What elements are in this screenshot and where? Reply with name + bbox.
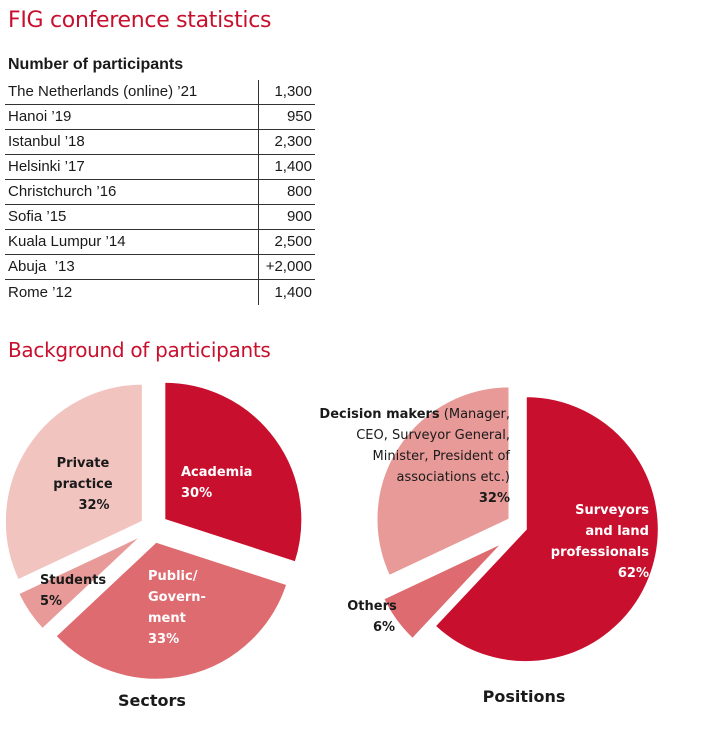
- section-title: Background of participants: [8, 338, 271, 362]
- event-cell: Rome ’12: [8, 283, 73, 301]
- table-row: Kuala Lumpur ’14 2,500: [5, 229, 315, 256]
- table-row: Rome ’12 1,400: [5, 279, 315, 305]
- slice-label-academia: Academia 30%: [181, 465, 252, 501]
- participants-cell: 2,500: [257, 229, 315, 256]
- table-heading: Number of participants: [8, 56, 184, 73]
- participants-cell: 1,400: [257, 154, 315, 181]
- slice-label-public-government: Public/Govern-ment 33%: [148, 569, 206, 647]
- table-row: Helsinki ’17 1,400: [5, 154, 315, 181]
- pie-slice-decision-makers: [375, 385, 511, 578]
- table-row: The Netherlands (online) ’21 1,300: [5, 80, 315, 106]
- event-cell: Kuala Lumpur ’14: [5, 229, 258, 256]
- pie-positions: [375, 385, 660, 664]
- event-cell: Christchurch ’16: [5, 179, 258, 206]
- pie-slice-others: [381, 541, 505, 641]
- slice-label-decision-makers: Decision makers (Manager, CEO, Surveyor G…: [319, 407, 510, 506]
- slice-label-students: Students 5%: [40, 573, 106, 609]
- pie-slice-public-government: [54, 540, 289, 681]
- pie-slice-academia: [163, 380, 304, 564]
- event-cell: Sofia ’15: [5, 204, 258, 231]
- table-row: Sofia ’15 900: [5, 204, 315, 231]
- pie-slice-students: [16, 533, 144, 631]
- participants-cell: 900: [257, 204, 315, 231]
- table-row: Istanbul ’18 2,300: [5, 129, 315, 156]
- event-cell: The Netherlands (online) ’21: [5, 80, 258, 106]
- participants-table: The Netherlands (online) ’21 1,300 Hanoi ’…: [5, 80, 315, 305]
- event-cell: Hanoi ’19: [5, 104, 258, 131]
- participants-cell: 1,400: [257, 279, 315, 305]
- table-row: Abuja ’13 +2,000: [5, 254, 315, 281]
- participants-cell: 800: [257, 179, 315, 206]
- participants-cell: 2,300: [257, 129, 315, 156]
- participants-cell: 1,300: [257, 80, 315, 106]
- chart-caption: Positions: [483, 687, 566, 706]
- pie-sectors: [3, 380, 304, 681]
- chart-caption: Sectors: [118, 691, 186, 710]
- participants-cell: +2,000: [257, 254, 315, 281]
- slice-label-surveyors-and-land-professionals: Surveyors and land professionals 62%: [551, 503, 649, 581]
- event-cell: Istanbul ’18: [5, 129, 258, 156]
- pie-slice-private-practice: [3, 382, 144, 582]
- participants-cell: 950: [257, 104, 315, 131]
- pie-slice-surveyors-and-land-professionals: [433, 395, 660, 664]
- table-row: Hanoi ’19 950: [5, 104, 315, 131]
- table-row: Christchurch ’16 800: [5, 179, 315, 206]
- page-title: FIG conference statistics: [8, 8, 272, 33]
- slice-label-private-practice: Private practice 32%: [53, 456, 113, 513]
- slice-label-others: Others 6%: [347, 599, 397, 635]
- event-cell: Abuja ’13: [5, 254, 258, 281]
- event-cell: Helsinki ’17: [5, 154, 258, 181]
